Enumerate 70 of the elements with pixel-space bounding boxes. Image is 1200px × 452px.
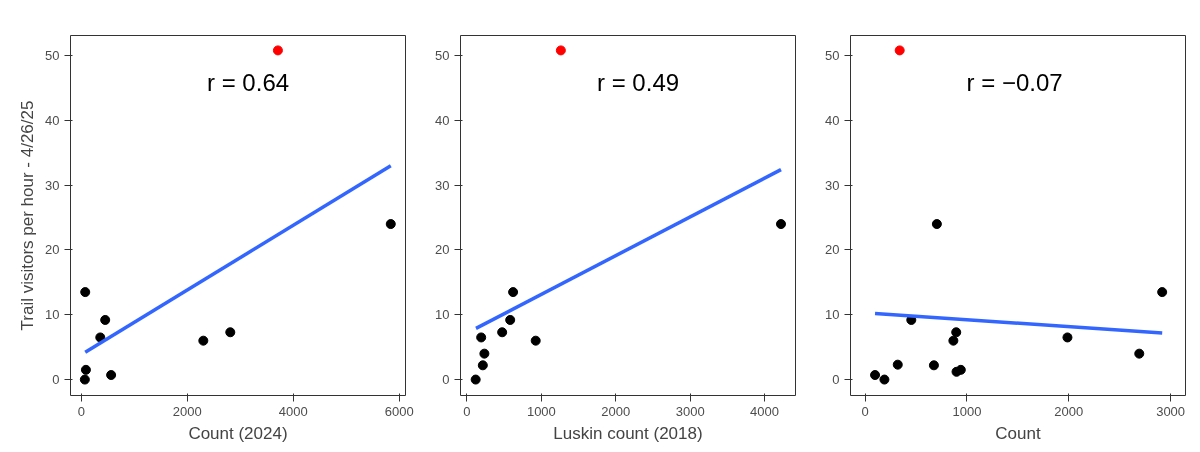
y-tick-label: 30 bbox=[825, 177, 840, 193]
x-axis-title: Luskin count (2018) bbox=[553, 423, 703, 443]
point bbox=[479, 348, 490, 359]
point bbox=[892, 359, 903, 370]
point bbox=[955, 364, 966, 375]
point bbox=[775, 219, 786, 230]
y-tick-label: 0 bbox=[832, 372, 840, 388]
y-tick-label: 50 bbox=[45, 48, 60, 64]
x-tick-label: 1000 bbox=[952, 403, 982, 419]
point bbox=[272, 45, 283, 56]
annotation: r = 0.49 bbox=[597, 68, 680, 96]
point bbox=[95, 332, 106, 343]
point bbox=[80, 364, 91, 375]
point bbox=[1157, 287, 1168, 298]
y-tick-label: 20 bbox=[435, 242, 450, 258]
point bbox=[80, 287, 91, 298]
point bbox=[100, 314, 111, 325]
point bbox=[948, 335, 959, 346]
point bbox=[928, 360, 939, 371]
y-tick-label: 10 bbox=[825, 307, 840, 323]
x-tick-label: 4000 bbox=[278, 403, 308, 419]
y-tick-label: 0 bbox=[442, 372, 450, 388]
point bbox=[476, 332, 487, 343]
x-axis-title: Count (2024) bbox=[188, 423, 288, 443]
annotation: r = −0.07 bbox=[966, 68, 1063, 96]
point bbox=[1134, 348, 1145, 359]
y-tick-label: 10 bbox=[435, 307, 450, 323]
x-tick-label: 0 bbox=[77, 403, 85, 419]
point bbox=[505, 314, 516, 325]
point bbox=[225, 327, 236, 338]
y-tick-label: 50 bbox=[435, 48, 450, 64]
point bbox=[870, 370, 881, 381]
point bbox=[1062, 332, 1073, 343]
y-tick-label: 0 bbox=[52, 372, 60, 388]
y-tick-label: 10 bbox=[45, 307, 60, 323]
x-tick-label: 0 bbox=[861, 403, 869, 419]
x-tick-label: 4000 bbox=[750, 403, 780, 419]
point bbox=[79, 374, 90, 385]
point bbox=[555, 45, 566, 56]
point bbox=[879, 374, 890, 385]
point bbox=[951, 327, 962, 338]
y-tick-label: 40 bbox=[435, 112, 450, 128]
y-tick-label: 50 bbox=[825, 48, 840, 64]
point bbox=[470, 374, 481, 385]
point bbox=[530, 335, 541, 346]
point bbox=[477, 360, 488, 371]
y-tick-label: 20 bbox=[825, 242, 840, 258]
x-tick-label: 0 bbox=[463, 403, 471, 419]
point bbox=[497, 327, 508, 338]
point bbox=[894, 45, 905, 56]
y-tick-label: 40 bbox=[825, 112, 840, 128]
point bbox=[508, 287, 519, 298]
y-tick-label: 40 bbox=[45, 112, 60, 128]
point bbox=[106, 370, 117, 381]
x-tick-label: 2000 bbox=[172, 403, 202, 419]
x-tick-label: 2000 bbox=[1054, 403, 1084, 419]
x-tick-label: 6000 bbox=[384, 403, 414, 419]
x-tick-label: 3000 bbox=[675, 403, 705, 419]
point bbox=[198, 335, 209, 346]
x-tick-label: 2000 bbox=[601, 403, 631, 419]
y-tick-label: 30 bbox=[435, 177, 450, 193]
point bbox=[931, 219, 942, 230]
annotation: r = 0.64 bbox=[207, 68, 290, 96]
point bbox=[385, 219, 396, 230]
y-axis-title: Trail visitors per hour - 4/26/25 bbox=[18, 100, 38, 331]
y-tick-label: 30 bbox=[45, 177, 60, 193]
y-tick-label: 20 bbox=[45, 242, 60, 258]
x-axis-title: Count bbox=[995, 423, 1041, 443]
x-tick-label: 1000 bbox=[526, 403, 556, 419]
x-tick-label: 3000 bbox=[1156, 403, 1186, 419]
